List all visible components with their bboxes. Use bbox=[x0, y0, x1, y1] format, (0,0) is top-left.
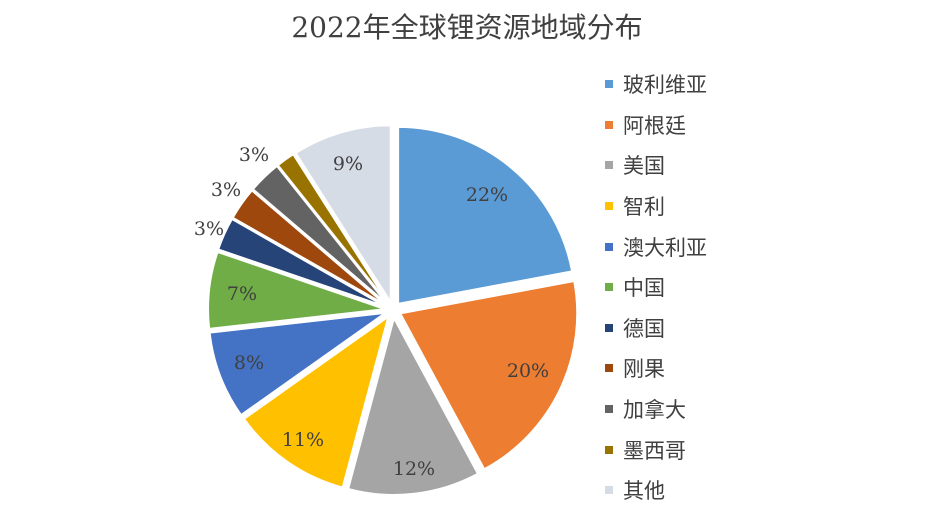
legend-swatch bbox=[605, 486, 613, 495]
slice-data-label: 3% bbox=[211, 179, 241, 201]
legend-label: 加拿大 bbox=[623, 398, 686, 423]
legend-swatch bbox=[605, 120, 613, 129]
slice-data-label: 22% bbox=[466, 184, 508, 206]
legend-label: 澳大利亚 bbox=[623, 235, 707, 260]
legend-item: 加拿大 bbox=[605, 389, 707, 430]
pie-slice-4 bbox=[242, 314, 391, 489]
pie-slice-10 bbox=[276, 152, 390, 305]
pie-slice-1 bbox=[397, 125, 574, 306]
slice-data-label: 3% bbox=[239, 144, 269, 166]
legend-label: 中国 bbox=[623, 276, 665, 301]
legend-item: 美国 bbox=[605, 145, 707, 186]
pie-slice-3 bbox=[346, 315, 480, 496]
slice-data-label: 12% bbox=[393, 458, 435, 480]
legend-item: 德国 bbox=[605, 308, 707, 349]
pie-slice-9 bbox=[251, 164, 389, 306]
legend-swatch bbox=[605, 161, 613, 170]
legend-item: 墨西哥 bbox=[605, 429, 707, 470]
legend-swatch bbox=[605, 242, 613, 251]
legend-label: 其他 bbox=[623, 479, 665, 504]
legend-label: 德国 bbox=[623, 316, 665, 341]
legend-item: 阿根廷 bbox=[605, 105, 707, 146]
slice-data-label: 9% bbox=[333, 153, 363, 175]
legend-swatch bbox=[605, 80, 613, 89]
pie-slice-8 bbox=[231, 188, 388, 307]
legend-label: 阿根廷 bbox=[623, 113, 686, 138]
legend-label: 智利 bbox=[623, 195, 665, 220]
legend-swatch bbox=[605, 364, 613, 373]
pie-slice-5 bbox=[208, 311, 387, 417]
legend-label: 刚果 bbox=[623, 357, 665, 382]
legend-swatch bbox=[605, 283, 613, 292]
slice-data-label: 7% bbox=[227, 283, 257, 305]
pie-slice-6 bbox=[207, 250, 386, 330]
legend-label: 墨西哥 bbox=[623, 438, 686, 463]
slice-data-label: 20% bbox=[507, 360, 549, 382]
slice-data-label: 3% bbox=[194, 218, 224, 240]
slice-data-label: 8% bbox=[234, 352, 264, 374]
legend-item: 智利 bbox=[605, 186, 707, 227]
legend-item: 中国 bbox=[605, 267, 707, 308]
legend: 玻利维亚阿根廷美国智利澳大利亚中国德国刚果加拿大墨西哥其他 bbox=[605, 64, 707, 511]
chart-title: 2022年全球锂资源地域分布 bbox=[291, 11, 643, 44]
legend-swatch bbox=[605, 445, 613, 454]
pie-slice-11 bbox=[294, 124, 392, 306]
legend-label: 玻利维亚 bbox=[623, 73, 707, 98]
legend-item: 玻利维亚 bbox=[605, 64, 707, 105]
legend-item: 刚果 bbox=[605, 348, 707, 389]
legend-label: 美国 bbox=[623, 154, 665, 179]
legend-item: 其他 bbox=[605, 470, 707, 511]
legend-item: 澳大利亚 bbox=[605, 226, 707, 267]
legend-swatch bbox=[605, 323, 613, 332]
pie-slice-7 bbox=[216, 217, 387, 308]
pie-slice-2 bbox=[398, 279, 579, 471]
slice-data-label: 11% bbox=[282, 429, 324, 451]
legend-swatch bbox=[605, 202, 613, 211]
legend-swatch bbox=[605, 405, 613, 414]
